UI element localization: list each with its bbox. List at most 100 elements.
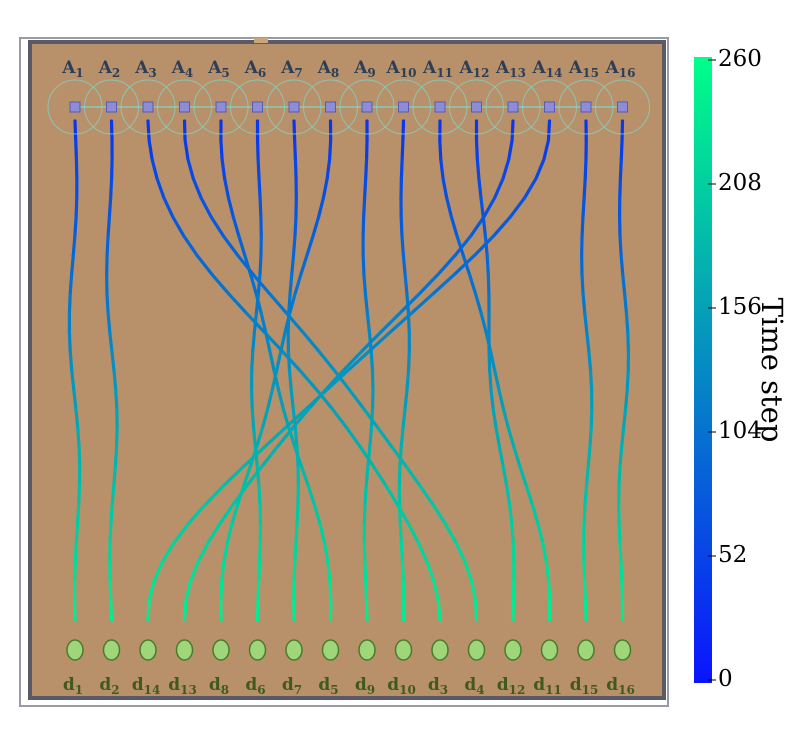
trajectory-segment: [305, 234, 315, 257]
trajectory-segment: [510, 522, 515, 545]
destination-label-base: d: [533, 675, 545, 695]
trajectory-segment: [400, 560, 405, 584]
trajectory-segment: [364, 157, 369, 181]
trajectory-segment: [226, 196, 235, 219]
agent-marker: [361, 101, 373, 113]
destination-marker: [66, 639, 84, 661]
destination-label: d10: [387, 675, 416, 697]
trajectory-segment: [546, 119, 552, 142]
trajectory-segment: [295, 445, 300, 469]
trajectory-segment: [106, 311, 112, 334]
destination-label: d7: [282, 675, 302, 697]
trajectory-segment: [403, 388, 409, 411]
trajectory-segment: [283, 407, 308, 430]
trajectory-segment: [293, 272, 303, 296]
trajectory-segment: [70, 368, 76, 392]
trajectory-segment: [288, 272, 294, 296]
trajectory-segment: [523, 176, 538, 200]
agent-label-base: A: [61, 58, 76, 78]
trajectory-segment: [401, 407, 407, 430]
trajectory-segment: [359, 445, 376, 469]
trajectory-segment: [317, 349, 337, 373]
trajectory-segment: [106, 215, 111, 238]
trajectory-segment: [287, 368, 293, 392]
agent-marker: [325, 101, 336, 113]
trajectory-segment: [74, 522, 80, 545]
trajectory-segment: [295, 503, 300, 526]
colorbar: [694, 57, 712, 683]
trajectory-segment: [364, 464, 370, 488]
destination-label: d4: [464, 675, 484, 697]
trajectory-segment: [443, 522, 458, 545]
trajectory-segment: [582, 560, 587, 584]
trajectory-segment: [479, 196, 485, 219]
trajectory-segment: [583, 311, 589, 334]
trajectory-segment: [362, 541, 367, 565]
trajectory-segment: [626, 330, 631, 353]
trajectory-segment: [493, 368, 501, 392]
trajectory-a8: [219, 119, 333, 622]
trajectory-segment: [618, 157, 623, 181]
agent-label-base: A: [280, 58, 295, 78]
trajectory-segment: [243, 253, 253, 277]
trajectory-segment: [432, 580, 440, 603]
trajectory-segment: [191, 176, 203, 200]
trajectory-segment: [403, 272, 409, 296]
trajectory-a9: [361, 119, 375, 622]
trajectory-segment: [245, 464, 264, 488]
trajectory-segment: [276, 388, 285, 411]
trajectory-segment: [439, 157, 445, 181]
trajectory-segment: [311, 215, 321, 238]
trajectory-a5: [219, 119, 333, 622]
trajectory-segment: [431, 503, 448, 526]
trajectory-segment: [210, 272, 231, 296]
trajectory-segment: [467, 272, 478, 296]
trajectory-segment: [146, 599, 151, 622]
trajectory-segment: [70, 253, 75, 277]
trajectory-segment: [231, 484, 249, 507]
trajectory-segment: [494, 426, 502, 449]
destination-label: d11: [533, 675, 562, 697]
trajectory-segment: [112, 464, 117, 488]
trajectory-segment: [625, 368, 630, 392]
trajectory-segment: [299, 464, 310, 488]
trajectory-segment: [397, 464, 402, 488]
trajectory-segment: [347, 388, 366, 411]
trajectory-segment: [256, 272, 262, 296]
trajectory-segment: [418, 484, 435, 507]
agent-label-sub: 1: [75, 66, 83, 80]
trajectory-segment: [473, 599, 479, 622]
trajectory-segment: [363, 292, 369, 315]
trajectory-segment: [150, 157, 159, 181]
destination-marker: [431, 639, 449, 661]
trajectory-segment: [152, 560, 164, 584]
trajectory-segment: [489, 388, 495, 411]
colorbar-tick-label: 208: [718, 170, 762, 196]
trajectory-segment: [488, 368, 493, 392]
trajectory-segment: [74, 407, 80, 430]
agent-label-sub: 15: [582, 66, 599, 80]
destination-label-sub: 3: [440, 683, 448, 697]
trajectory-segment: [312, 503, 322, 526]
agent-label-base: A: [207, 58, 222, 78]
agent-label-base: A: [532, 58, 547, 78]
trajectory-segment: [501, 407, 510, 430]
trajectory-segment: [487, 349, 492, 373]
trajectory-segment: [109, 176, 114, 200]
trajectory-segment: [438, 138, 443, 161]
trajectory-segment: [491, 215, 512, 238]
trajectory-segment: [617, 464, 622, 488]
trajectory-segment: [587, 349, 593, 373]
trajectory-segment: [620, 580, 625, 603]
trajectory-segment: [182, 599, 188, 622]
trajectory-segment: [454, 541, 467, 565]
trajectory-segment: [507, 138, 514, 161]
destination-label: d15: [570, 675, 599, 697]
trajectory-a6: [249, 119, 263, 622]
trajectory-segment: [497, 445, 505, 469]
trajectory-segment: [237, 234, 247, 257]
colorbar-title: Time step: [755, 298, 789, 443]
destination-label-sub: 15: [582, 683, 599, 697]
trajectory-segment: [109, 119, 114, 142]
trajectory-segment: [583, 484, 589, 507]
